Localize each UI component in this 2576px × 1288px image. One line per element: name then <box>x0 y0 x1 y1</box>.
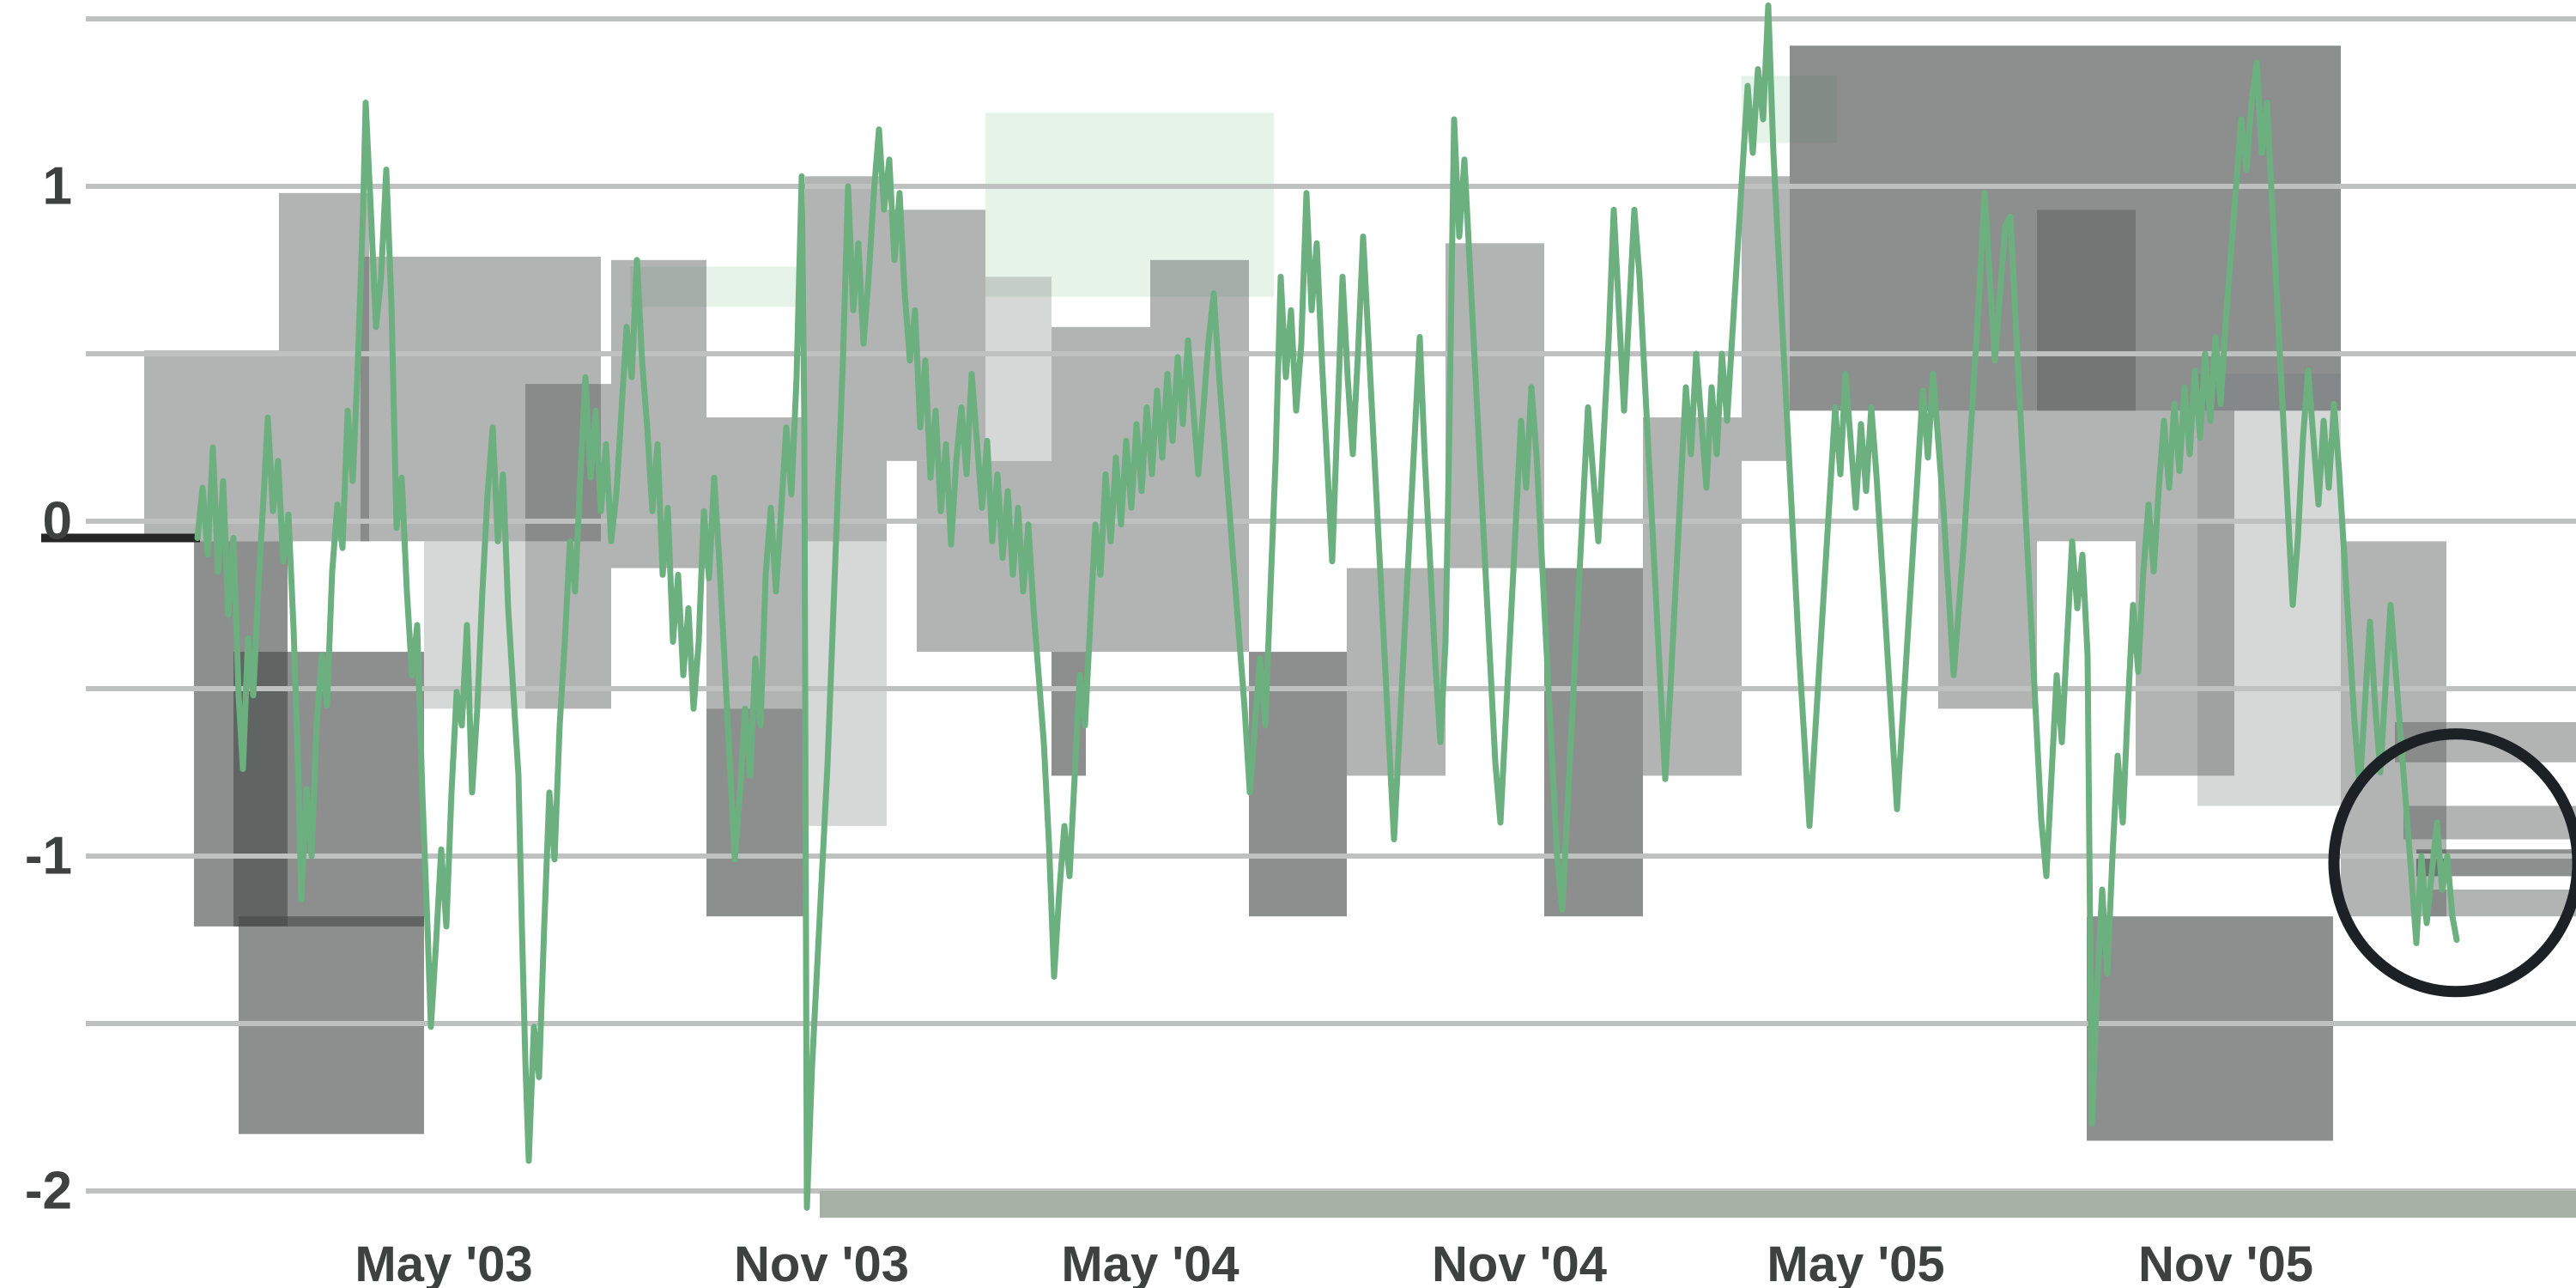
floor-band <box>820 1191 2576 1218</box>
gray-band <box>2136 410 2234 776</box>
gridlines <box>86 16 2576 1194</box>
gray-band <box>985 276 1052 461</box>
gray-band <box>805 541 887 826</box>
mint-band <box>985 112 1274 297</box>
gray-band <box>2403 805 2576 840</box>
y-tick-label: -1 <box>25 827 72 886</box>
x-tick-label: Nov '05 <box>2138 1236 2313 1288</box>
mint-band <box>630 266 805 307</box>
gray-band <box>706 708 805 917</box>
gray-band <box>2037 210 2136 542</box>
y-tick-label: 0 <box>43 492 72 551</box>
x-tick-label: Nov '04 <box>1432 1236 1607 1288</box>
gray-band <box>2197 374 2341 806</box>
gray-band <box>2087 916 2333 1141</box>
y-axis-labels: 1 0 -1 -2 <box>25 157 72 1221</box>
x-tick-label: May '04 <box>1061 1236 1239 1288</box>
series-daily-indicator <box>194 2 2460 1211</box>
annotation-circle-ellipse <box>2328 728 2576 998</box>
x-tick-label: May '05 <box>1767 1236 1944 1288</box>
y-tick-label: 1 <box>43 157 72 216</box>
x-tick-label: May '03 <box>355 1236 532 1288</box>
x-axis-labels: May '03 Nov '03 May '04 Nov '04 May '05 Nov '… <box>355 1236 2313 1288</box>
x-tick-label: Nov '03 <box>734 1236 909 1288</box>
y-tick-label: -2 <box>25 1162 72 1221</box>
floor-band-rect <box>820 1191 2576 1218</box>
daily-indicator-line <box>194 2 2460 1211</box>
annotation-circle <box>2328 728 2576 998</box>
